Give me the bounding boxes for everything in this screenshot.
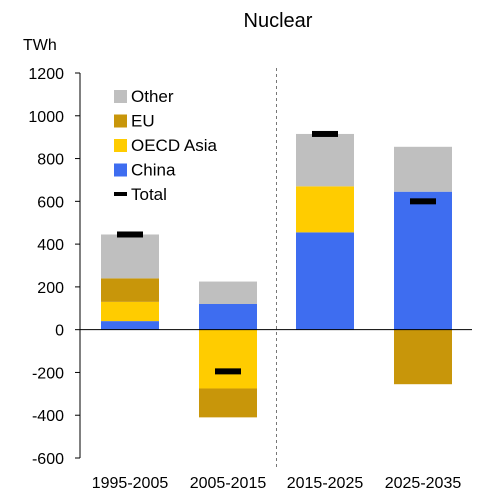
chart-title: Nuclear <box>244 10 313 32</box>
y-tick-label: 400 <box>37 237 64 254</box>
x-tick-label: 2025-2035 <box>385 475 462 492</box>
y-axis-label: TWh <box>23 37 57 54</box>
x-tick-label: 1995-2005 <box>92 475 169 492</box>
legend-swatch-oecd-asia <box>114 139 127 152</box>
total-marker <box>312 130 338 137</box>
x-tick-label: 2015-2025 <box>287 475 364 492</box>
total-marker <box>117 231 143 238</box>
y-tick-label: 1000 <box>28 109 64 126</box>
y-tick-label: 200 <box>37 280 64 297</box>
y-tick-label: 600 <box>37 194 64 211</box>
legend: Other EU OECD Asia China Total <box>114 87 218 204</box>
y-tick-label: -400 <box>32 408 64 425</box>
bar-eu <box>199 388 257 418</box>
legend-label-eu: EU <box>131 112 155 131</box>
total-marker <box>410 198 436 205</box>
y-axis-ticks: 1200 1000 800 600 400 200 0 -200 -400 -600 <box>28 66 80 468</box>
legend-label-china: China <box>131 161 176 180</box>
legend-swatch-china <box>114 163 127 177</box>
legend-label-other: Other <box>131 87 174 106</box>
legend-label-total: Total <box>131 185 167 204</box>
bar-oecd-asia <box>199 329 257 389</box>
bar-china <box>101 321 159 330</box>
bar-oecd-asia <box>101 301 159 322</box>
bar-other <box>101 234 159 279</box>
bar-eu <box>101 278 159 302</box>
x-tick-label: 2005-2015 <box>190 475 267 492</box>
y-tick-label: -600 <box>32 451 64 468</box>
bar-china <box>394 191 452 330</box>
x-axis-labels: 1995-2005 2005-2015 2015-2025 2025-2035 <box>92 475 462 492</box>
bar-china <box>296 232 354 330</box>
y-tick-label: 0 <box>55 323 64 340</box>
bar-oecd-asia <box>296 186 354 233</box>
bar-other <box>394 146 452 192</box>
legend-swatch-eu <box>114 114 127 128</box>
bar-other <box>199 281 257 304</box>
bar-china <box>199 304 257 330</box>
y-tick-label: 1200 <box>28 66 64 83</box>
bars <box>80 133 472 418</box>
legend-swatch-total <box>114 192 127 196</box>
bar-other <box>296 133 354 187</box>
legend-label-oecd-asia: OECD Asia <box>131 136 218 155</box>
total-marker <box>215 368 241 375</box>
total-markers <box>117 130 436 375</box>
y-tick-label: -200 <box>32 365 64 382</box>
bar-eu <box>394 329 452 385</box>
legend-swatch-other <box>114 90 127 103</box>
y-tick-label: 800 <box>37 152 64 169</box>
